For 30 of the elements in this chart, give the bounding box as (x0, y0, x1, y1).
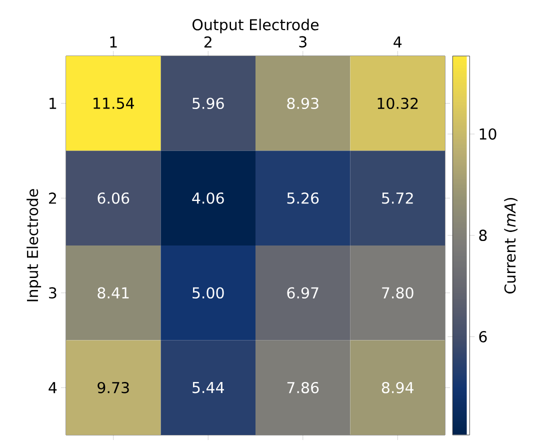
data-label: 9.73 (98, 382, 129, 394)
data-label: 8.94 (382, 382, 414, 394)
data-label: 5.00 (192, 287, 224, 299)
data-label: 5.26 (287, 192, 319, 204)
y-tick-label: 3 (49, 287, 56, 299)
y-tick-label: 1 (50, 98, 56, 109)
data-label: 11.54 (94, 98, 134, 109)
data-label: 8.41 (98, 287, 129, 299)
data-label: 8.93 (287, 98, 318, 110)
data-label: 5.72 (382, 192, 413, 204)
y-tick-label: 4 (48, 382, 57, 394)
data-label: 4.06 (192, 192, 224, 204)
color-bar-label: 8 (479, 230, 487, 242)
data-label: 7.80 (382, 287, 414, 299)
x-axis-title: Output Electrode (192, 18, 319, 34)
x-tick-label: 1 (110, 36, 117, 48)
x-tick-label: 4 (394, 36, 402, 48)
data-label: 7.86 (287, 382, 319, 394)
x-tick-label: 2 (204, 36, 212, 48)
data-label: 10.32 (378, 98, 418, 110)
data-label: 5.96 (192, 98, 224, 110)
color-bar-label: 10 (480, 128, 496, 140)
data-label: 5.44 (192, 382, 224, 394)
x-tick-label: 3 (299, 36, 306, 48)
data-label: 6.06 (98, 192, 130, 204)
color-bar-title: Current (mA) (504, 198, 518, 294)
y-tick-label: 2 (49, 192, 56, 204)
color-bar-label: 6 (479, 331, 487, 342)
data-label: 6.97 (287, 287, 318, 299)
y-axis-title: Input Electrode (26, 189, 42, 302)
